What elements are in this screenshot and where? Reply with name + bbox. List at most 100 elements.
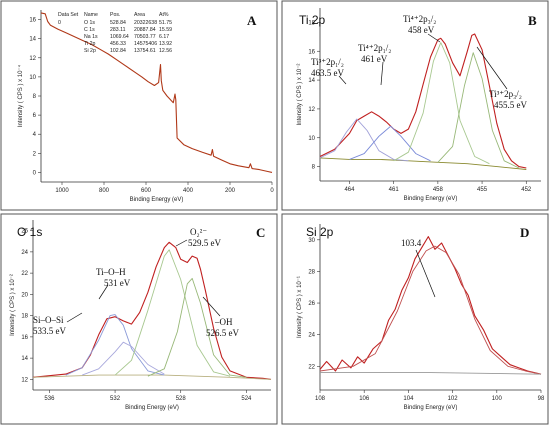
table-cell: 20887.84 — [134, 27, 156, 33]
arrow — [476, 46, 508, 90]
table-cell: 70503.77 — [134, 34, 156, 40]
y-tick-label: 22 — [308, 364, 315, 370]
table-cell: 12.56 — [159, 48, 172, 54]
chart-panel-b: 464 461 458 455 452 8 10 12 14 16 18 Binding Energy… — [297, 8, 541, 202]
annotation-value: 461 eV — [361, 54, 388, 64]
x-tick-label: 98 — [538, 396, 545, 402]
table-header: Name — [84, 12, 98, 18]
arrow — [427, 33, 441, 43]
table-cell: Ti 2p — [84, 41, 95, 47]
fit-component-line — [320, 372, 542, 375]
y-tick-label: 8 — [312, 165, 316, 171]
x-tick-label: 464 — [344, 187, 355, 193]
table-header: Pos. — [110, 12, 120, 18]
arrow — [175, 239, 188, 247]
fit-component-line — [32, 374, 272, 380]
table-cell: 0 — [58, 20, 61, 26]
fit-component-line — [319, 245, 542, 375]
table-cell: 51.75 — [159, 20, 172, 26]
y-tick-label: 14 — [29, 37, 36, 43]
table-cell: 13.92 — [159, 41, 172, 47]
table-cell: 14575406 — [134, 41, 157, 47]
x-axis-label: Binding Energy (eV) — [404, 405, 458, 411]
y-tick-label: 24 — [21, 250, 28, 256]
annotation-value: 531 eV — [104, 278, 131, 288]
panel-a-frame — [0, 0, 278, 211]
y-tick-label: 24 — [308, 333, 315, 339]
x-tick-label: 108 — [315, 396, 326, 402]
annotation-value: 529.5 eV — [188, 238, 221, 248]
panel-letter-b: B — [528, 13, 537, 28]
y-tick-label: 22 — [21, 271, 28, 277]
y-axis-label: Intensity ( CPS ) x 10⁻² — [10, 274, 16, 336]
table-cell: 102.84 — [110, 48, 126, 54]
x-tick-label: 1000 — [55, 188, 69, 194]
x-tick-label: 524 — [241, 396, 252, 402]
annotation-label: Ti⁴⁺2p₁/₂ — [358, 43, 391, 53]
fit-component-line — [319, 157, 527, 170]
envelope-line — [319, 33, 527, 169]
y-tick-label: 26 — [21, 229, 28, 235]
y-tick-label: 14 — [308, 78, 315, 84]
y-tick-label: 30 — [308, 238, 315, 244]
x-tick-label: 532 — [110, 396, 121, 402]
fit-component-line — [393, 42, 490, 165]
x-tick-label: 452 — [521, 187, 532, 193]
y-tick-label: 26 — [308, 301, 315, 307]
table-cell: 13754.61 — [134, 48, 156, 54]
envelope-line — [40, 12, 273, 173]
fit-component-line — [82, 341, 165, 376]
annotation-label: Ti–O–H — [96, 267, 126, 277]
table-header: Area — [134, 12, 145, 18]
panel-c-frame — [0, 213, 278, 425]
panel-letter-a: A — [247, 13, 257, 28]
table-cell: Na 1s — [84, 34, 98, 40]
panel-letter-c: C — [256, 225, 265, 240]
envelope-line — [319, 236, 542, 375]
envelope-line — [32, 241, 272, 380]
y-tick-label: 20 — [21, 292, 28, 298]
fit-component-line — [437, 52, 520, 169]
fit-component-line — [319, 118, 409, 162]
fit-component-line — [147, 277, 247, 378]
fit-component-line — [65, 314, 165, 376]
arrow — [380, 61, 384, 86]
panel-b-frame — [281, 0, 549, 211]
y-tick-label: 16 — [21, 335, 28, 341]
survey-composition-table: Data Set Name Pos. Area At% 0 O 1s 528.84 203226… — [58, 12, 172, 54]
annotation-label: Ti³⁺2p₃/₂ — [489, 89, 522, 99]
table-cell: O 1s — [84, 20, 95, 26]
panel-b-title: Ti 2p — [299, 13, 326, 27]
y-axis-label: Intensity ( CPS ) x 10⁻¹ — [297, 276, 303, 338]
table-cell: 456.33 — [110, 41, 126, 47]
annotation-value: 526.5 eV — [206, 328, 239, 338]
arrow — [66, 312, 83, 323]
table-cell: 283.11 — [110, 27, 126, 33]
x-tick-label: 528 — [176, 396, 187, 402]
arrow — [98, 284, 109, 300]
arrow — [338, 75, 347, 85]
y-tick-label: 16 — [308, 49, 315, 55]
y-tick-label: 12 — [21, 377, 28, 383]
x-tick-label: 200 — [225, 188, 236, 194]
y-tick-label: 28 — [308, 269, 315, 275]
y-tick-label: 18 — [308, 20, 315, 26]
table-cell: 20322638 — [134, 20, 157, 26]
x-tick-label: 458 — [433, 187, 444, 193]
x-tick-label: 600 — [141, 188, 152, 194]
x-tick-label: 0 — [270, 188, 274, 194]
peak-annotation: 103.4 — [401, 238, 422, 248]
y-axis-label: Intensity ( CPS ) x 10⁻⁴ — [17, 64, 24, 127]
x-tick-label: 536 — [44, 396, 55, 402]
y-tick-label: 4 — [33, 132, 37, 138]
x-tick-label: 106 — [359, 396, 370, 402]
panel-c-title: O 1s — [17, 225, 42, 239]
annotation-label: Ti³⁺2p₁/₂ — [311, 57, 344, 67]
table-cell: 1069.64 — [110, 34, 129, 40]
x-axis-label: Binding Energy (eV) — [125, 405, 179, 411]
table-cell: 15.59 — [159, 27, 172, 33]
y-tick-label: 0 — [33, 170, 37, 176]
table-cell: Si 2p — [84, 48, 96, 54]
annotation-label: O₂²⁻ — [190, 227, 207, 237]
